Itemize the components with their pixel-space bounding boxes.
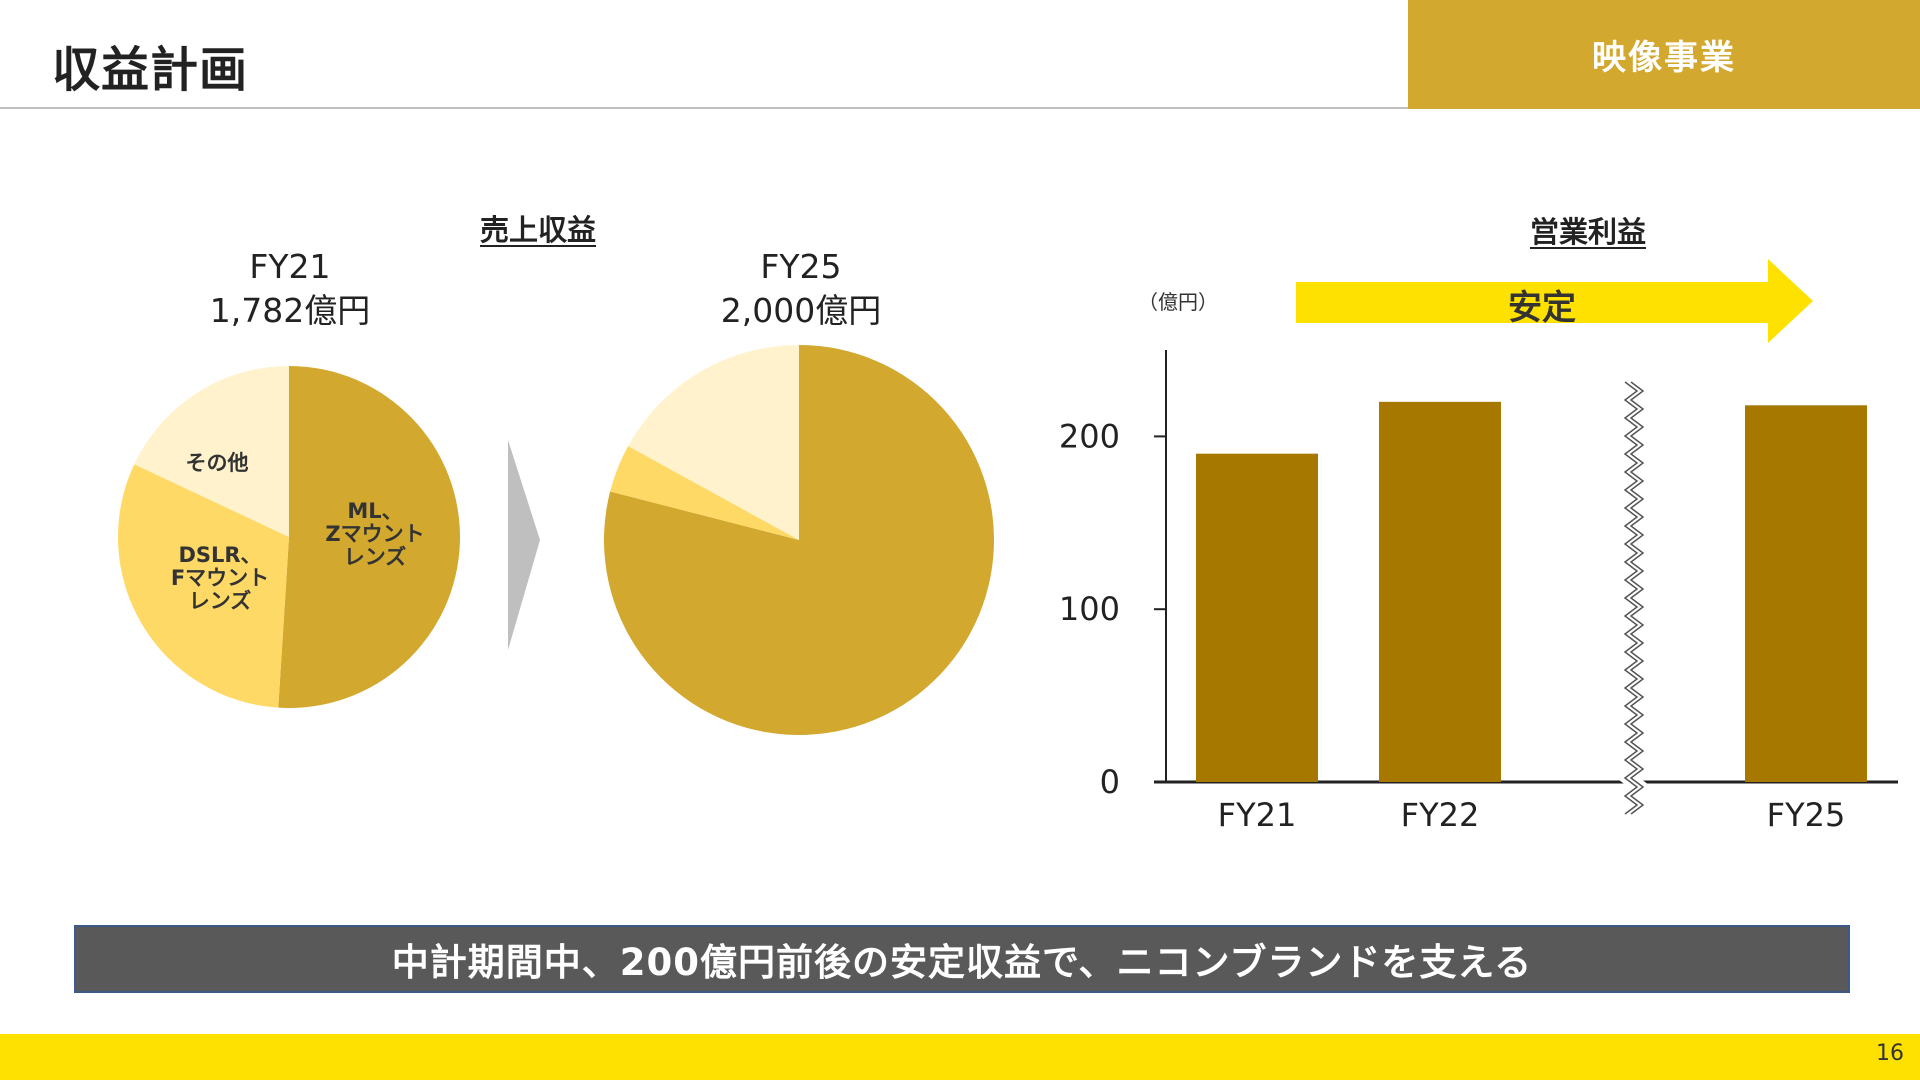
profit-unit-label: （億円）	[1138, 290, 1218, 314]
pie-slice-dslr	[610, 446, 799, 540]
fy21-sales-value: 1,782億円	[209, 291, 371, 330]
footer-bar	[0, 1034, 1920, 1080]
bar-fy25	[1745, 405, 1867, 782]
fy25-pie-heading: FY25 2,000億円	[671, 245, 931, 333]
operating-profit-bar-chart: 0 100 200 FY21 FY22 FY25	[1059, 350, 1898, 834]
slice-label-ml-text: ML、 Zマウント レンズ	[325, 499, 425, 569]
fy25-label: FY25	[760, 247, 842, 286]
fy25-pie-chart	[604, 345, 995, 735]
pie-slice-other	[134, 366, 289, 537]
pie-slice-dslr	[117, 464, 289, 708]
transition-chevron-icon	[508, 440, 540, 650]
stable-arrow-label: 安定	[1508, 288, 1576, 328]
fy21-slice-label-other: その他	[142, 452, 292, 475]
stable-trend-arrow	[1296, 259, 1813, 343]
sales-section-title: 売上収益	[479, 213, 596, 247]
y-tick-label: 200	[1059, 417, 1120, 455]
trend-arrow-icon	[1296, 259, 1813, 343]
segment-tag: 映像事業	[1408, 0, 1920, 109]
x-tick-label: FY25	[1767, 796, 1846, 834]
y-tick-label: 100	[1059, 590, 1120, 628]
fy21-label: FY21	[249, 247, 331, 286]
fy21-slice-label-ml: ML、 Zマウント レンズ	[300, 500, 450, 569]
axis-break-mask	[1616, 376, 1652, 820]
slice-label-dslr-text: DSLR、 Fマウント レンズ	[170, 543, 270, 613]
header-divider	[0, 107, 1408, 109]
pie-slice-ml	[278, 366, 460, 708]
bar-fy22	[1379, 401, 1501, 782]
summary-banner: 中計期間中、200億円前後の安定収益で、ニコンブランドを支える	[74, 925, 1850, 993]
x-tick-label: FY22	[1401, 796, 1480, 834]
fy21-slice-label-dslr: DSLR、 Fマウント レンズ	[145, 544, 295, 613]
slice-label-other-text: その他	[185, 451, 249, 475]
page-title: 収益計画	[52, 42, 249, 98]
fy21-pie-heading: FY21 1,782億円	[160, 245, 420, 333]
page-number: 16	[1876, 1041, 1904, 1066]
axis-break-line-right	[1629, 381, 1645, 815]
profit-section-title: 営業利益	[1529, 215, 1646, 249]
x-tick-label: FY21	[1218, 796, 1297, 834]
y-tick-label: 0	[1100, 763, 1120, 801]
fy21-pie-chart	[117, 366, 460, 708]
axis-break-line-left	[1623, 381, 1639, 815]
bar-fy21	[1196, 453, 1318, 782]
fy25-sales-value: 2,000億円	[720, 291, 882, 330]
pie-slice-other	[628, 345, 799, 540]
